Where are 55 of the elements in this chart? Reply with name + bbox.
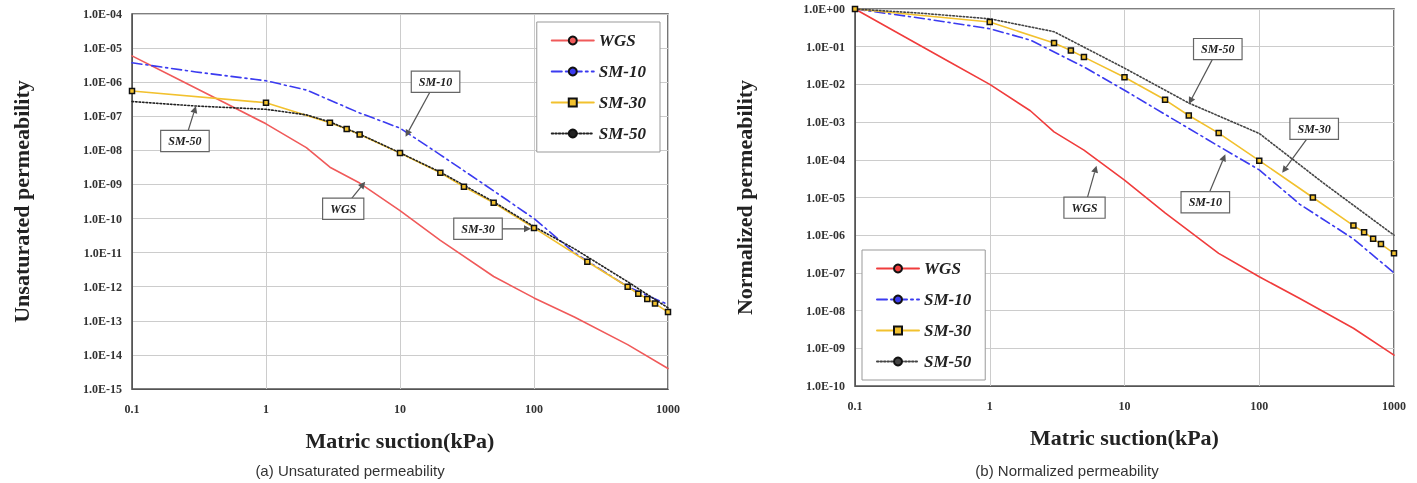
y-tick-label: 1.0E-08 [806, 303, 845, 318]
y-tick-label: 1.0E-05 [83, 41, 122, 56]
x-tick-label: 100 [1250, 399, 1269, 413]
annotation: SM-30 [461, 221, 495, 236]
y-tick-label: 1.0E-06 [83, 75, 122, 90]
x-tick-label: 0.1 [124, 402, 140, 416]
annotation: WGS [330, 201, 357, 216]
legend-label: SM-30 [924, 321, 972, 340]
y-tick-label: 1.0E-09 [83, 177, 122, 192]
y-tick-label: 1.0E-03 [806, 115, 845, 130]
x-axis-title: Matric suction(kPa) [1030, 424, 1219, 450]
text: (a) Unsaturated permeability [255, 462, 446, 479]
annotation: SM-10 [1188, 195, 1222, 210]
annotation: SM-50 [1201, 42, 1235, 57]
y-tick-label: 1.0E-15 [83, 382, 122, 396]
x-tick-label: 100 [525, 402, 543, 416]
y-tick-label: 1.0E-12 [83, 279, 122, 294]
legend-label: SM-10 [598, 62, 647, 81]
x-tick-label: 10 [1118, 399, 1131, 413]
x-tick-label: 1 [986, 399, 993, 413]
y-axis-title: Normalized permeability [731, 79, 757, 316]
legend-label: SM-50 [598, 124, 647, 143]
y-tick-label: 1.0E-06 [806, 228, 845, 243]
x-tick-label: 0.1 [847, 399, 863, 413]
y-axis-title: Unsaturated permeability [8, 80, 34, 323]
y-tick-label: 1.0E-09 [806, 341, 845, 356]
y-tick-label: 1.0E-11 [83, 245, 122, 260]
y-tick-label: 1.0E-02 [806, 77, 845, 92]
y-tick-label: 1.0E-13 [83, 313, 122, 328]
annotation: SM-50 [168, 134, 202, 149]
text: (b) Normalized permeability [975, 462, 1160, 479]
y-tick-label: 1.0E-01 [806, 39, 845, 54]
y-tick-label: 1.0E+00 [803, 2, 845, 16]
y-tick-label: 1.0E-05 [806, 190, 845, 205]
x-tick-label: 10 [394, 402, 406, 416]
x-tick-label: 1000 [656, 402, 680, 416]
legend-label: WGS [598, 31, 636, 50]
x-tick-label: 1000 [1382, 399, 1406, 413]
y-tick-label: 1.0E-07 [83, 109, 122, 124]
x-axis-title: Matric suction(kPa) [305, 427, 495, 453]
legend-label: WGS [924, 259, 961, 278]
annotation: SM-10 [418, 74, 453, 89]
y-tick-label: 1.0E-10 [83, 211, 122, 226]
y-tick-label: 1.0E-10 [806, 379, 845, 393]
x-tick-label: 1 [263, 402, 269, 416]
y-tick-label: 1.0E-07 [806, 265, 845, 280]
annotation: SM-30 [1297, 121, 1331, 136]
legend-label: SM-50 [924, 352, 972, 371]
y-tick-label: 1.0E-04 [806, 152, 845, 167]
legend-label: SM-10 [924, 290, 972, 309]
y-tick-label: 1.0E-14 [83, 347, 122, 362]
y-tick-label: 1.0E-04 [83, 7, 122, 21]
y-tick-label: 1.0E-08 [83, 143, 122, 158]
annotation: WGS [1071, 200, 1098, 215]
legend-label: SM-30 [598, 93, 647, 112]
